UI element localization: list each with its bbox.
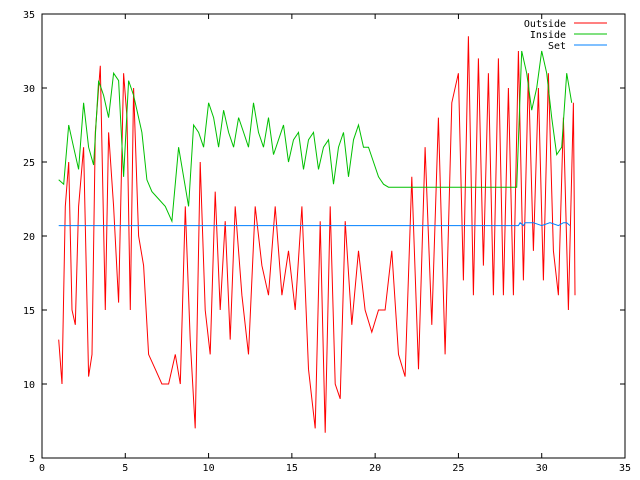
legend-label-set: Set: [548, 41, 566, 52]
y-tick-label: 20: [23, 232, 35, 243]
legend-label-inside: Inside: [530, 30, 566, 41]
y-tick-label: 35: [23, 10, 35, 21]
x-tick-label: 20: [369, 463, 381, 474]
y-tick-label: 25: [23, 158, 35, 169]
legend-label-outside: Outside: [524, 19, 566, 30]
x-tick-label: 35: [619, 463, 631, 474]
x-tick-label: 30: [536, 463, 548, 474]
series-lines: [58, 36, 576, 433]
y-tick-label: 5: [29, 454, 35, 465]
series-line-inside: [58, 50, 573, 224]
y-tick-label: 30: [23, 84, 35, 95]
x-tick-label: 10: [203, 463, 215, 474]
y-tick-label: 10: [23, 380, 35, 391]
x-tick-label: 0: [39, 463, 45, 474]
series-line-set: [58, 221, 571, 227]
x-tick-label: 15: [286, 463, 298, 474]
x-tick-label: 25: [452, 463, 464, 474]
x-tick-label: 5: [122, 463, 128, 474]
series-line-outside: [58, 36, 576, 433]
y-tick-label: 15: [23, 306, 35, 317]
